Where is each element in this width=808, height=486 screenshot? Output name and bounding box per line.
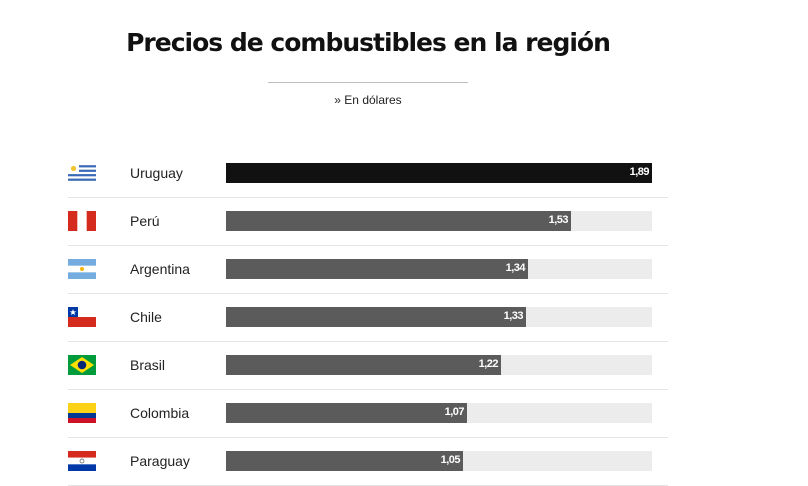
chile-flag-icon: [68, 307, 96, 327]
bar-colombia: 1,07: [226, 403, 467, 423]
value-label: 1,05: [440, 454, 461, 466]
chart-row: Paraguay 1,05: [68, 438, 668, 486]
bar-chart: Uruguay 1,89 Perú 1,53: [68, 150, 668, 486]
title-divider: [268, 82, 468, 83]
value-label: 1,33: [503, 310, 524, 322]
country-label: Uruguay: [130, 165, 183, 181]
value-label: 1,34: [505, 262, 526, 274]
chart-row: Chile 1,33: [68, 294, 668, 342]
bar-track: 1,07: [226, 403, 652, 423]
colombia-flag-icon: [68, 403, 96, 423]
bar-chile: 1,33: [226, 307, 526, 327]
country-label: Colombia: [130, 405, 190, 421]
chart-row: Brasil 1,22: [68, 342, 668, 390]
chart-row: Uruguay 1,89: [68, 150, 668, 198]
bar-track: 1,53: [226, 211, 652, 231]
bar-uruguay: 1,89: [226, 163, 652, 183]
bar-track: 1,34: [226, 259, 652, 279]
chart-row: Perú 1,53: [68, 198, 668, 246]
brazil-flag-icon: [68, 355, 96, 375]
bar-paraguay: 1,05: [226, 451, 463, 471]
country-label: Chile: [130, 309, 162, 325]
value-label: 1,89: [629, 166, 650, 178]
chart-title: Precios de combustibles en la región: [126, 28, 611, 57]
bar-argentina: 1,34: [226, 259, 528, 279]
country-label: Argentina: [130, 261, 190, 277]
bar-track: 1,89: [226, 163, 652, 183]
uruguay-flag-icon: [68, 163, 96, 183]
paraguay-flag-icon: [68, 451, 96, 471]
chart-subtitle: » En dólares: [334, 93, 402, 107]
value-label: 1,53: [548, 214, 569, 226]
chart-row: Colombia 1,07: [68, 390, 668, 438]
argentina-flag-icon: [68, 259, 96, 279]
bar-peru: 1,53: [226, 211, 571, 231]
bar-brasil: 1,22: [226, 355, 501, 375]
peru-flag-icon: [68, 211, 96, 231]
chart-row: Argentina 1,34: [68, 246, 668, 294]
bar-track: 1,22: [226, 355, 652, 375]
country-label: Brasil: [130, 357, 166, 373]
value-label: 1,22: [478, 358, 499, 370]
country-label: Paraguay: [130, 453, 190, 469]
value-label: 1,07: [444, 406, 465, 418]
country-label: Perú: [130, 213, 160, 229]
bar-track: 1,05: [226, 451, 652, 471]
bar-track: 1,33: [226, 307, 652, 327]
